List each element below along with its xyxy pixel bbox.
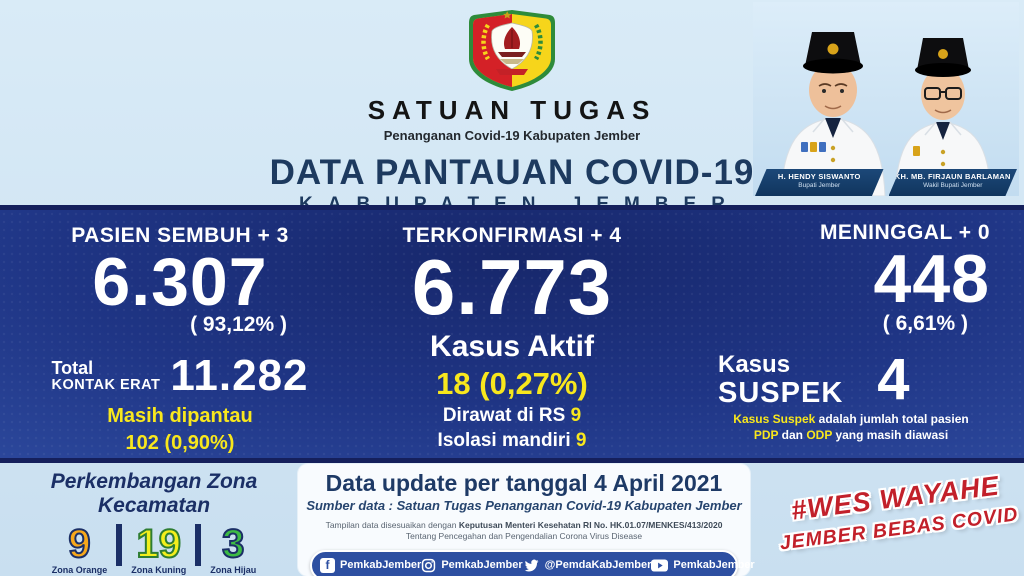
- self-isolation-line: Isolasi mandiri 9: [345, 430, 679, 452]
- self-isolation-label: Isolasi mandiri: [437, 429, 571, 451]
- zone-kuning-count: 19: [136, 522, 183, 566]
- nameplate-wakil: KH. MB. FIRJAUN BARLAMAN Wakil Bupati Je…: [888, 169, 1017, 196]
- zone-development-block: Perkembangan Zona Kecamatan 9 Zona Orang…: [6, 470, 302, 575]
- hospitalized-line: Dirawat di RS 9: [345, 405, 679, 427]
- twitter-handle: @PemdaKabJember: [544, 559, 652, 572]
- update-regulation-note: Tampilan data disesuaikan dengan Keputus…: [298, 520, 750, 543]
- self-isolation-value: 9: [575, 429, 587, 451]
- facebook-icon: f: [320, 557, 335, 573]
- hospitalized-label: Dirawat di RS: [442, 404, 566, 426]
- jember-coat-of-arms-logo: [458, 7, 566, 93]
- deaths-column: MENINGGAL + 0 448 ( 6,61% ) Kasus SUSPEK…: [690, 210, 1012, 443]
- zone-orange-item: 9 Zona Orange: [51, 522, 108, 575]
- instagram-handle: PemkabJember: [441, 559, 523, 572]
- suspect-value: 4: [877, 347, 910, 413]
- suspect-note-highlight-2: PDP: [753, 427, 779, 442]
- instagram-link[interactable]: PemkabJember: [421, 558, 523, 573]
- zone-orange-count: 9: [67, 522, 91, 566]
- facebook-link[interactable]: f PemkabJember: [320, 557, 422, 573]
- bupati-name: H. HENDY SISWANTO: [777, 172, 861, 181]
- recovered-value: 6.307: [92, 244, 268, 320]
- suspect-label-1: Kasus: [718, 351, 791, 379]
- page-title: DATA PANTAUAN COVID-19: [269, 153, 755, 192]
- recovered-column: PASIEN SEMBUH + 3 6.307 ( 93,12% ) Total…: [15, 210, 345, 455]
- wakil-name: KH. MB. FIRJAUN BARLAMAN: [894, 172, 1011, 181]
- suspect-note: Kasus Suspek adalah jumlah total pasien …: [690, 412, 1012, 443]
- update-title: Data update per tanggal 4 April 2021: [325, 470, 723, 496]
- regulation-note-normal: Tampilan data disesuaikan dengan: [325, 520, 459, 530]
- suspect-note-text-2: dan: [778, 427, 807, 442]
- close-contact-block: Total KONTAK ERAT 11.282: [15, 351, 345, 401]
- regulation-note-line2: Tentang Pencegahan dan Pengendalian Coro…: [405, 531, 643, 542]
- recovered-label: PASIEN SEMBUH + 3: [71, 224, 289, 247]
- official-nameplates: H. HENDY SISWANTO Bupati Jember KH. MB. …: [755, 169, 1017, 196]
- active-cases-label: Kasus Aktif: [430, 329, 594, 363]
- deaths-label: MENINGGAL + 0: [819, 221, 990, 244]
- suspect-note-text-1: adalah jumlah total pasien: [815, 411, 969, 426]
- zone-hijau-label: Zona Hijau: [210, 565, 257, 575]
- close-contact-label-1: Total: [51, 358, 94, 379]
- confirmed-column: TERKONFIRMASI + 4 6.773 Kasus Aktif 18 (…: [345, 210, 679, 452]
- officials-photo: H. HENDY SISWANTO Bupati Jember KH. MB. …: [753, 2, 1019, 196]
- zone-orange-label: Zona Orange: [51, 565, 108, 575]
- monitored-label: Masih dipantau: [107, 405, 253, 428]
- deaths-value: 448: [873, 241, 990, 317]
- nameplate-bupati: H. HENDY SISWANTO Bupati Jember: [755, 169, 884, 196]
- zone-kuning-label: Zona Kuning: [131, 565, 187, 575]
- bupati-role: Bupati Jember: [798, 182, 841, 189]
- zone-hijau-count: 3: [221, 522, 245, 566]
- close-contact-label-2: KONTAK ERAT: [51, 377, 161, 394]
- wakil-role: Wakil Bupati Jember: [923, 182, 983, 189]
- close-contact-value: 11.282: [170, 351, 309, 401]
- youtube-handle: PemkabJember: [673, 559, 755, 572]
- recovered-percent: ( 93,12% ): [190, 313, 287, 337]
- youtube-link[interactable]: PemkabJember: [651, 559, 755, 572]
- zone-kuning-item: 19 Zona Kuning: [131, 522, 187, 575]
- suspect-note-highlight-3: ODP: [806, 427, 833, 442]
- youtube-icon: [651, 559, 669, 572]
- stats-band: PASIEN SEMBUH + 3 6.307 ( 93,12% ) Total…: [0, 205, 1024, 463]
- confirmed-value: 6.773: [411, 243, 613, 331]
- campaign-slogan: #WES WAYAHE JEMBER BEBAS COVID: [769, 468, 1024, 556]
- org-title: SATUAN TUGAS: [367, 95, 657, 125]
- zone-hijau-item: 3 Zona Hijau: [210, 522, 257, 575]
- suspect-note-highlight-1: Kasus Suspek: [733, 411, 816, 426]
- twitter-icon: [523, 558, 540, 573]
- regulation-note-bold: Keputusan Menteri Kesehatan RI No. HK.01…: [458, 520, 723, 530]
- suspect-label-2: SUSPEK: [718, 376, 844, 409]
- facebook-handle: PemkabJember: [340, 559, 422, 572]
- monitored-value: 102 (0,90%): [125, 432, 235, 455]
- social-media-bar: f PemkabJember PemkabJember @PemdaKabJem…: [310, 549, 755, 576]
- data-update-panel: Data update per tanggal 4 April 2021 Sum…: [298, 464, 755, 576]
- active-cases-value: 18 (0,27%): [436, 365, 588, 401]
- zone-separator: [195, 524, 202, 566]
- instagram-icon: [421, 558, 436, 573]
- confirmed-label: TERKONFIRMASI + 4: [402, 224, 622, 247]
- zone-title: Perkembangan Zona Kecamatan: [50, 470, 258, 517]
- suspect-block: Kasus SUSPEK 4: [718, 347, 1012, 413]
- zone-separator: [116, 524, 123, 566]
- update-source: Sumber data : Satuan Tugas Penanganan Co…: [306, 498, 742, 513]
- twitter-link[interactable]: @PemdaKabJember: [523, 558, 652, 573]
- suspect-note-text-3: yang masih diawasi: [832, 427, 949, 442]
- hospitalized-value: 9: [570, 404, 582, 426]
- org-subtitle: Penanganan Covid-19 Kabupaten Jember: [383, 128, 641, 143]
- deaths-percent: ( 6,61% ): [882, 312, 968, 336]
